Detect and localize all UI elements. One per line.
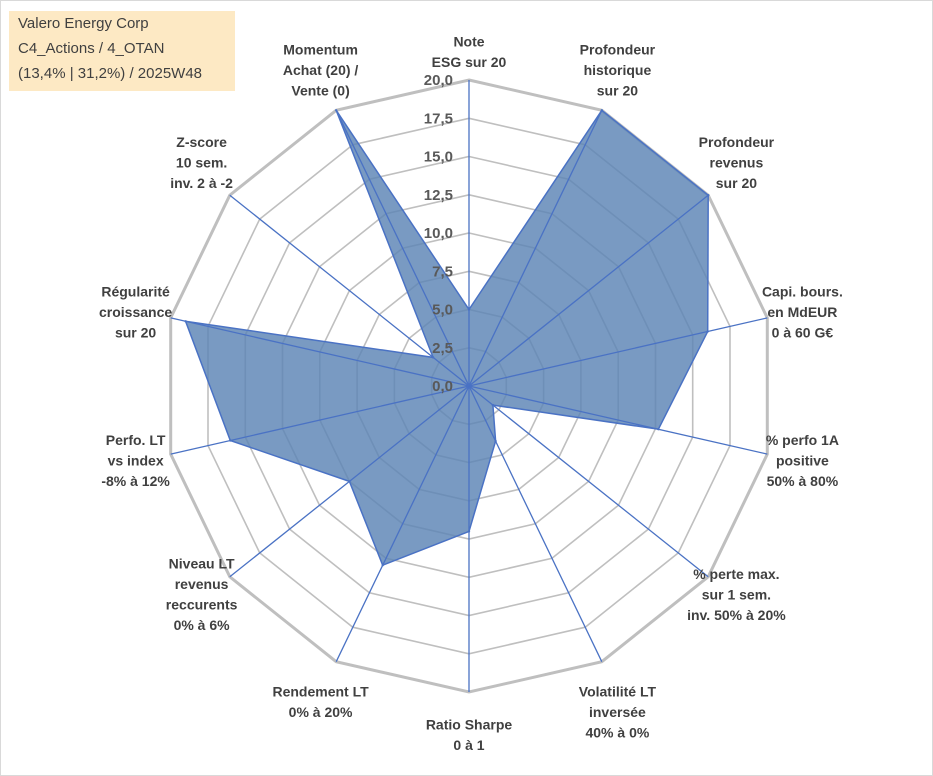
axis-label: Niveau LT revenus reccurents 0% à 6%	[166, 556, 238, 634]
axis-label-line: positive	[776, 453, 829, 469]
axis-spoke	[170, 317, 470, 387]
tick-label: 2,5	[432, 340, 453, 357]
axis-spoke	[229, 385, 470, 578]
axis-label: % perfo 1A positive 50% à 80%	[766, 432, 839, 489]
tick-label: 7,5	[432, 263, 453, 280]
axis-spoke	[170, 385, 470, 455]
axis-label: Perfo. LT vs index -8% à 12%	[101, 432, 170, 489]
axis-label-line: sur 20	[115, 324, 156, 340]
axis-label-line: 50% à 80%	[767, 473, 839, 489]
company-name: Valero Energy Corp	[18, 15, 149, 32]
axis-spoke	[468, 385, 603, 662]
axis-label-line: inv. 2 à -2	[170, 175, 233, 191]
axis-label: Momentum Achat (20) / Vente (0)	[283, 42, 359, 99]
axis-label-line: Capi. bours.	[762, 283, 843, 299]
tick-label: 15,0	[424, 149, 453, 166]
axis-label-line: Volatilité LT	[579, 683, 657, 699]
axis-label-line: revenus	[710, 155, 764, 171]
axis-label-line: en MdEUR	[767, 304, 837, 320]
axis-label-line: Profondeur	[580, 42, 656, 58]
axis-label-line: sur 20	[716, 175, 757, 191]
tick-label: 12,5	[424, 187, 453, 204]
axis-label: Régularité croissance sur 20	[99, 283, 172, 340]
axis-spoke	[468, 194, 709, 387]
axis-label-line: Rendement LT	[272, 683, 369, 699]
axis-spoke	[468, 385, 709, 578]
axis-label: Note ESG sur 20	[432, 34, 507, 71]
axis-label: Ratio Sharpe 0 à 1	[426, 717, 513, 754]
axis-label-line: inversée	[589, 704, 646, 720]
axis-label: Z-score 10 sem. inv. 2 à -2	[170, 134, 233, 191]
stats-label: (13,4% | 31,2%) / 2025W48	[18, 65, 202, 82]
axis-label-line: Momentum	[283, 42, 358, 58]
axis-label-line: Vente (0)	[291, 83, 349, 99]
axis-label-line: % perfo 1A	[766, 432, 839, 448]
axis-label: Rendement LT 0% à 20%	[272, 683, 369, 720]
axis-label: Profondeur historique sur 20	[580, 42, 656, 99]
tick-label: 20,0	[424, 72, 453, 89]
axis-label-line: 0% à 20%	[289, 704, 353, 720]
axis-label-line: 0 à 60 G€	[772, 324, 834, 340]
axis-label-line: historique	[584, 62, 652, 78]
axis-label: Capi. bours. en MdEUR 0 à 60 G€	[762, 283, 843, 340]
axis-spoke	[229, 194, 470, 387]
axis-label: Profondeur revenus sur 20	[699, 134, 775, 191]
axis-label-line: Profondeur	[699, 134, 775, 150]
axis-spoke	[335, 110, 470, 387]
axis-label-line: % perte max.	[693, 566, 779, 582]
axis-label-line: croissance	[99, 304, 172, 320]
tick-label: 10,0	[424, 225, 453, 242]
axis-label-line: revenus	[175, 576, 229, 592]
axis-label-line: ESG sur 20	[432, 54, 507, 70]
axis-label-line: 0% à 6%	[174, 617, 231, 633]
axis-label-line: Niveau LT	[169, 556, 235, 572]
axis-label-line: 0 à 1	[453, 737, 484, 753]
axis-label-line: inv. 50% à 20%	[687, 607, 786, 623]
axis-spoke	[335, 385, 470, 662]
axis-label: % perte max. sur 1 sem. inv. 50% à 20%	[687, 566, 786, 623]
axis-label-line: Régularité	[101, 283, 170, 299]
axis-label-line: Ratio Sharpe	[426, 717, 513, 733]
tick-label: 5,0	[432, 302, 453, 319]
series-layer	[184, 109, 710, 567]
tick-layer: 0,0 2,5 5,0 7,5 10,0 12,5 15,0 17,5 20,0	[424, 72, 453, 395]
axis-label-line: Perfo. LT	[106, 432, 166, 448]
axis-label-line: Z-score	[176, 134, 227, 150]
axis-label-line: Note	[453, 34, 484, 50]
axis-label-line: vs index	[108, 453, 164, 469]
axis-label-line: reccurents	[166, 597, 238, 613]
tick-label: 0,0	[432, 378, 453, 395]
tick-label: 17,5	[424, 110, 453, 127]
info-box: Valero Energy Corp C4_Actions / 4_OTAN (…	[9, 11, 235, 91]
spoke-layer	[170, 80, 768, 692]
axis-label-line: -8% à 12%	[101, 473, 170, 489]
axis-spoke	[468, 110, 603, 387]
axis-spoke	[468, 317, 768, 387]
label-layer: Note ESG sur 20 Profondeur historique sur 20…	[99, 34, 843, 754]
axis-label-line: 10 sem.	[176, 155, 227, 171]
data-series-area	[184, 109, 709, 567]
axis-spoke	[468, 385, 768, 455]
axis-label-line: sur 20	[597, 83, 638, 99]
axis-label-line: 40% à 0%	[585, 724, 649, 740]
axis-label-line: Achat (20) /	[283, 62, 359, 78]
category-label: C4_Actions / 4_OTAN	[18, 40, 165, 57]
axis-label: Volatilité LT inversée 40% à 0%	[579, 683, 657, 740]
axis-label-line: sur 1 sem.	[702, 587, 771, 603]
